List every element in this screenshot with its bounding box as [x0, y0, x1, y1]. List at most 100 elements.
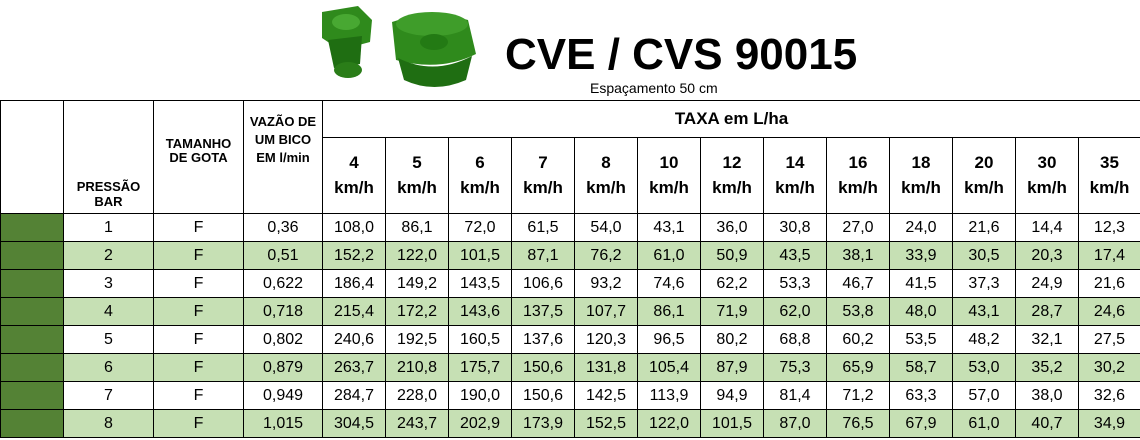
rate-cell: 60,2: [826, 325, 890, 354]
rate-cell: 105,4: [637, 353, 701, 382]
speed-value: 12: [722, 152, 742, 172]
rate-cell: 284,7: [322, 381, 386, 410]
rate-cell: 107,7: [574, 297, 638, 326]
flow-label: VAZÃO DE UM BICO EM l/min: [249, 114, 317, 166]
rate-cell: 143,6: [448, 297, 512, 326]
side-cell: [0, 381, 64, 410]
data-row: 4 F 0,718 215,4 172,2 143,6 137,5 107,7 86,1 71,9…: [0, 297, 1140, 326]
drop-size-header: TAMANHO DE GOTA: [153, 100, 244, 214]
pressure-cell: 6: [63, 353, 154, 382]
pressure-cell: 4: [63, 297, 154, 326]
rate-cell: 24,6: [1078, 297, 1140, 326]
rate-cell: 68,8: [763, 325, 827, 354]
speed-value: 7: [538, 152, 548, 172]
pressure-cell: 1: [63, 213, 154, 242]
speed-unit: km/h: [1027, 177, 1067, 197]
speed-header: 7 km/h: [511, 137, 575, 214]
flow-cell: 0,36: [243, 213, 323, 242]
rate-cell: 74,6: [637, 269, 701, 298]
rate-cell: 108,0: [322, 213, 386, 242]
speed-header: 20 km/h: [952, 137, 1016, 214]
rate-cell: 24,0: [889, 213, 953, 242]
rate-cell: 30,5: [952, 241, 1016, 270]
rate-cell: 175,7: [448, 353, 512, 382]
rate-header: TAXA em L/ha: [322, 100, 1140, 138]
speed-unit: km/h: [397, 177, 437, 197]
flow-header: VAZÃO DE UM BICO EM l/min: [243, 100, 323, 214]
speed-header: 35 km/h: [1078, 137, 1140, 214]
rate-cell: 131,8: [574, 353, 638, 382]
flow-cell: 0,802: [243, 325, 323, 354]
drop-size-cell: F: [153, 409, 244, 438]
rate-cell: 122,0: [385, 241, 449, 270]
flow-cell: 0,718: [243, 297, 323, 326]
side-cell: [0, 213, 64, 242]
rate-cell: 33,9: [889, 241, 953, 270]
speed-unit: km/h: [712, 177, 752, 197]
speed-value: 6: [475, 152, 485, 172]
data-row: 6 F 0,879 263,7 210,8 175,7 150,6 131,8 105,4 87,…: [0, 353, 1140, 382]
speed-value: 30: [1037, 152, 1057, 172]
rate-cell: 43,1: [952, 297, 1016, 326]
rate-cell: 137,6: [511, 325, 575, 354]
rate-cell: 53,0: [952, 353, 1016, 382]
rate-cell: 72,0: [448, 213, 512, 242]
rate-cell: 210,8: [385, 353, 449, 382]
speed-value: 4: [349, 152, 359, 172]
drop-size-cell: F: [153, 297, 244, 326]
rate-cell: 28,7: [1015, 297, 1079, 326]
rate-cell: 65,9: [826, 353, 890, 382]
drop-size-cell: F: [153, 213, 244, 242]
drop-size-cell: F: [153, 381, 244, 410]
nozzle-icons: [322, 6, 476, 87]
speed-header: 18 km/h: [889, 137, 953, 214]
speed-unit: km/h: [775, 177, 815, 197]
speed-header: 30 km/h: [1015, 137, 1079, 214]
speed-header: 4 km/h: [322, 137, 386, 214]
pressure-cell: 2: [63, 241, 154, 270]
rate-cell: 186,4: [322, 269, 386, 298]
drop-size-cell: F: [153, 241, 244, 270]
side-cell: [0, 325, 64, 354]
rate-cell: 96,5: [637, 325, 701, 354]
rate-cell: 87,9: [700, 353, 764, 382]
rate-cell: 48,0: [889, 297, 953, 326]
speed-unit: km/h: [838, 177, 878, 197]
flow-cell: 0,879: [243, 353, 323, 382]
speed-value: 5: [412, 152, 422, 172]
rate-cell: 71,9: [700, 297, 764, 326]
data-row: 8 F 1,015 304,5 243,7 202,9 173,9 152,5 122,0 101…: [0, 409, 1140, 438]
rate-cell: 54,0: [574, 213, 638, 242]
speed-header: 16 km/h: [826, 137, 890, 214]
rate-cell: 53,8: [826, 297, 890, 326]
drop-size-label: TAMANHO DE GOTA: [165, 136, 232, 166]
rate-cell: 12,3: [1078, 213, 1140, 242]
rate-cell: 61,5: [511, 213, 575, 242]
rate-cell: 304,5: [322, 409, 386, 438]
rate-cell: 30,2: [1078, 353, 1140, 382]
rate-cell: 20,3: [1015, 241, 1079, 270]
blank-header: [0, 100, 64, 214]
rate-cell: 173,9: [511, 409, 575, 438]
pressure-cell: 8: [63, 409, 154, 438]
pressure-header: PRESSÃO BAR: [63, 100, 154, 214]
speed-value: 18: [911, 152, 931, 172]
nozzle-small: [322, 6, 372, 78]
speed-header: 8 km/h: [574, 137, 638, 214]
side-cell: [0, 297, 64, 326]
rate-cell: 172,2: [385, 297, 449, 326]
speed-value: 14: [785, 152, 805, 172]
rate-cell: 149,2: [385, 269, 449, 298]
rate-cell: 61,0: [637, 241, 701, 270]
rate-cell: 94,9: [700, 381, 764, 410]
rate-cell: 38,1: [826, 241, 890, 270]
rate-cell: 106,6: [511, 269, 575, 298]
rate-cell: 142,5: [574, 381, 638, 410]
drop-size-cell: F: [153, 325, 244, 354]
pressure-cell: 7: [63, 381, 154, 410]
speed-header: 6 km/h: [448, 137, 512, 214]
pressure-label: PRESSÃO BAR: [76, 179, 141, 209]
speed-value: 10: [659, 152, 679, 172]
